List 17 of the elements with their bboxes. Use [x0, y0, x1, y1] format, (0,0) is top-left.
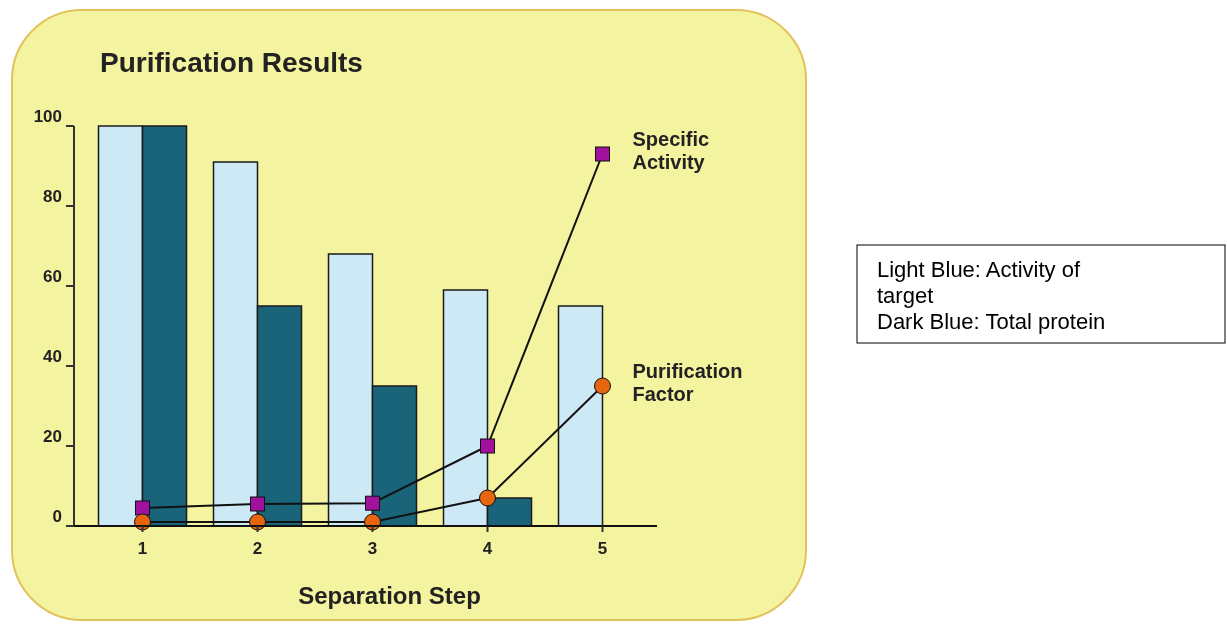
series-label: Specific Activity [632, 128, 710, 173]
text: Light Blue: Activity of target [877, 257, 1081, 308]
y-tick-label: 100 [33, 107, 62, 126]
chart-title: Purification Results [100, 47, 363, 78]
x-tick-label: 2 [252, 539, 263, 558]
x-tick-label: 4 [482, 539, 493, 558]
y-tick-label: 0 [52, 507, 62, 526]
x-tick-label: 3 [367, 539, 378, 558]
x-axis-title: Separation Step [298, 582, 481, 609]
y-tick-label: 60 [43, 267, 62, 286]
x-tick-label: 5 [597, 539, 608, 558]
x-tick-label: 1 [137, 539, 148, 558]
y-tick-label: 40 [43, 347, 62, 366]
series-label: Purification Factor [632, 360, 743, 405]
y-tick-label: 20 [43, 427, 62, 446]
y-tick-label: 80 [43, 187, 62, 206]
text: Dark Blue: Total protein [877, 309, 1106, 334]
